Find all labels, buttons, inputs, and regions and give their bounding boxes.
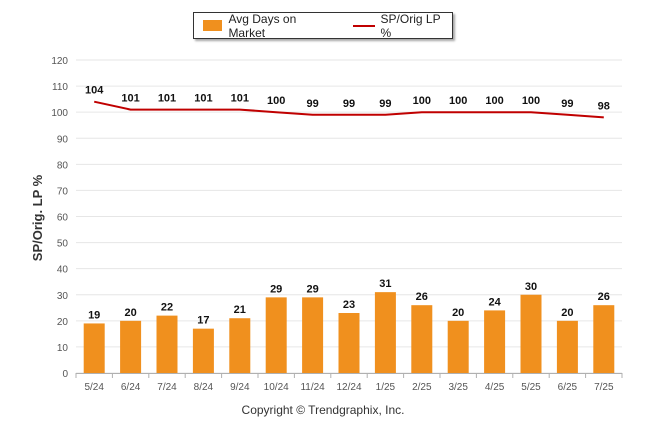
bar-value-label: 26 (416, 291, 428, 303)
bar (265, 297, 287, 373)
bar-value-label: 20 (124, 307, 136, 319)
line-value-label: 101 (121, 93, 139, 105)
x-tick-label: 12/24 (336, 382, 361, 393)
bar-value-label: 24 (488, 296, 501, 308)
x-tick-label: 5/25 (521, 382, 541, 393)
y-tick-label: 120 (51, 56, 68, 67)
bar (374, 292, 396, 373)
bar-value-label: 26 (598, 291, 610, 303)
bar (484, 310, 506, 373)
bar (593, 305, 615, 373)
line-path (93, 100, 604, 119)
y-tick-label: 30 (57, 291, 69, 302)
bar (229, 318, 251, 373)
y-tick-label: 10 (57, 343, 69, 354)
x-tick-label: 1/25 (376, 382, 396, 393)
x-tick-label: 9/24 (230, 382, 250, 393)
bar (338, 313, 360, 373)
y-tick-label: 100 (51, 108, 68, 119)
bar (302, 297, 324, 373)
y-axis-label: SP/Orig. LP % (30, 174, 45, 261)
y-tick-label: 70 (57, 186, 69, 197)
bar (192, 328, 214, 373)
bar-series: 19 20 22 17 21 29 29 23 31 26 20 24 30 20 26 (83, 278, 615, 373)
bar (447, 320, 469, 373)
line-value-label: 99 (306, 98, 318, 110)
bar (156, 315, 178, 373)
copyright-text: Copyright © Trendgraphix, Inc. (241, 403, 405, 417)
legend-item-line: SP/Orig LP % (333, 12, 452, 40)
bar-value-label: 30 (525, 281, 537, 293)
x-tick-label: 7/24 (157, 382, 177, 393)
line-series: 104 101 101 101 101 100 99 99 99 100 100 100 100 99 98 (85, 85, 610, 119)
legend-line-swatch (353, 24, 375, 27)
bar-value-label: 17 (197, 315, 209, 327)
legend-item-bar: Avg Days on Market (194, 12, 333, 40)
bar (556, 320, 578, 373)
y-tick-label: 0 (62, 369, 68, 380)
x-tick-label: 7/25 (594, 382, 614, 393)
bar (411, 305, 433, 373)
line-value-label: 99 (343, 98, 355, 110)
x-tick-label: 3/25 (448, 382, 468, 393)
line-value-label: 101 (158, 93, 176, 105)
line-value-label: 100 (413, 95, 431, 107)
bar (120, 320, 142, 373)
line-value-label: 101 (231, 93, 249, 105)
bar-value-label: 20 (561, 307, 573, 319)
x-tick-label: 5/24 (84, 382, 104, 393)
line-value-label: 100 (522, 95, 540, 107)
bar-value-label: 23 (343, 299, 355, 311)
y-axis: 0 10 20 30 40 50 60 70 80 90 100 110 120 (51, 56, 68, 380)
x-tick-label: 6/25 (558, 382, 578, 393)
bar-value-label: 19 (88, 309, 100, 321)
x-tick-label: 10/24 (264, 382, 289, 393)
legend: Avg Days on Market SP/Orig LP % (193, 12, 453, 40)
y-tick-label: 90 (57, 134, 69, 145)
bar-value-label: 21 (234, 304, 246, 316)
bar (83, 323, 105, 373)
x-tick-label: 2/25 (412, 382, 432, 393)
x-axis: 5/24 6/24 7/24 8/24 9/24 10/24 11/24 12/24 1/25 2… (75, 373, 623, 393)
bar-value-label: 29 (270, 283, 282, 295)
line-value-label: 100 (485, 95, 503, 107)
x-tick-label: 8/24 (194, 382, 214, 393)
legend-bar-label: Avg Days on Market (228, 11, 297, 40)
line-value-label: 98 (598, 100, 610, 112)
y-tick-label: 60 (57, 213, 69, 224)
legend-line-label: SP/Orig LP % (380, 11, 441, 40)
y-tick-label: 40 (57, 265, 69, 276)
line-value-label: 101 (194, 93, 212, 105)
x-tick-label: 11/24 (300, 382, 325, 393)
y-tick-label: 50 (57, 239, 69, 250)
bar-value-label: 29 (306, 283, 318, 295)
bar (520, 294, 542, 373)
line-value-label: 99 (379, 98, 391, 110)
line-value-label: 100 (449, 95, 467, 107)
legend-bar-swatch (203, 20, 223, 31)
bar-value-label: 22 (161, 302, 173, 314)
line-value-label: 104 (85, 85, 104, 97)
bar-value-label: 20 (452, 307, 464, 319)
bar-value-label: 31 (379, 278, 391, 290)
x-tick-label: 6/24 (121, 382, 141, 393)
x-tick-label: 4/25 (485, 382, 505, 393)
line-value-label: 99 (561, 98, 573, 110)
line-value-label: 100 (267, 95, 285, 107)
y-tick-label: 80 (57, 160, 69, 171)
y-tick-label: 110 (52, 82, 68, 93)
y-tick-label: 20 (57, 317, 69, 328)
